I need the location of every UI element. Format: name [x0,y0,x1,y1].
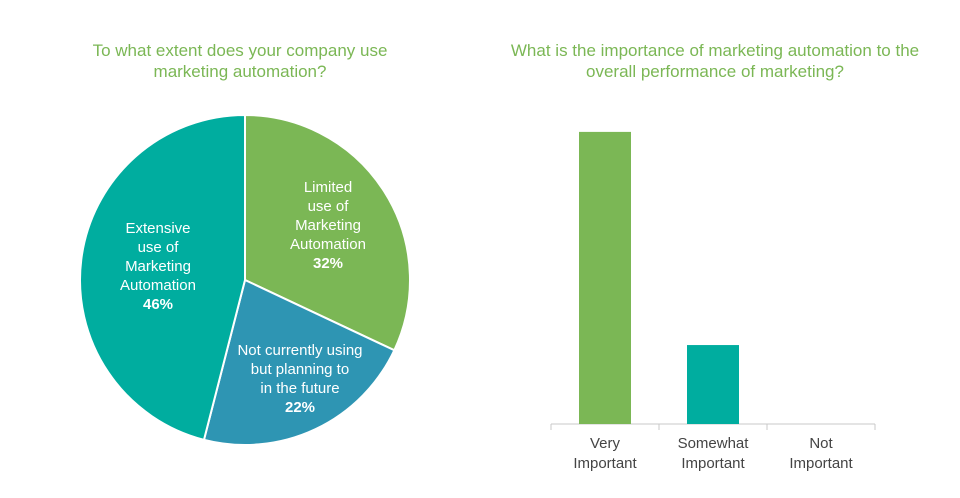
pie-chart-title: To what extent does your company use mar… [92,41,388,81]
pie-slice [244,113,411,352]
bar-chart-title: What is the importance of marketing auto… [510,41,920,81]
pie-slice-label: Limited use of Marketing Automation 32% [290,179,366,272]
x-tick-label: Not Important [789,435,853,472]
pie-slice [202,278,396,446]
pie-slice-label: Extensive use of Marketing Automation 46% [120,220,196,313]
pie-slice-label: Not currently using but planning to in the… [237,342,362,416]
pie-chart: Limited use of Marketing Automation 32% Not c… [79,113,411,446]
x-tick-label: Very Important [573,435,637,472]
x-tick-label: Somewhat Important [678,435,750,472]
pie-slice [79,113,246,442]
bar [579,131,631,425]
bar [687,345,739,424]
